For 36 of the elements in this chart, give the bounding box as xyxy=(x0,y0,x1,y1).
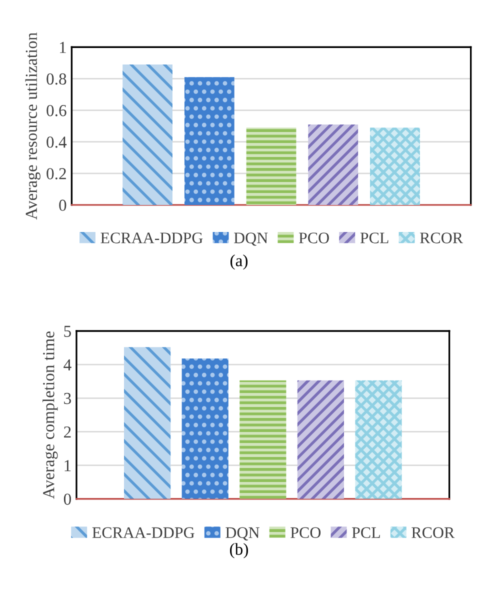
y-tick-label: 4 xyxy=(64,359,72,370)
y-tick-label: 3 xyxy=(64,392,71,404)
y-tick-label: 0.2 xyxy=(46,168,66,180)
y-tick-label: 2 xyxy=(64,426,71,438)
y-tick-label: 0 xyxy=(64,494,71,505)
y-axis-title: Average resource utilization xyxy=(25,32,40,220)
legend-label: PCL xyxy=(352,527,380,538)
legend-label: ECRAA-DDPG xyxy=(100,232,203,244)
bar xyxy=(246,128,296,205)
y-tick-label: 5 xyxy=(64,326,71,337)
bar xyxy=(124,347,171,499)
bar xyxy=(308,124,358,205)
legend-label: DQN xyxy=(226,527,260,540)
legend-label: DQN xyxy=(234,232,268,246)
y-tick-label: 1 xyxy=(60,42,66,53)
bar xyxy=(370,128,420,205)
y-tick-label: 0 xyxy=(59,200,66,211)
bar xyxy=(240,380,286,499)
text: (b) xyxy=(230,543,248,558)
bar xyxy=(184,77,234,205)
y-tick-label: 0.8 xyxy=(46,73,66,85)
y-tick-label: 0.4 xyxy=(46,136,67,148)
y-axis-title: Average completion time xyxy=(42,331,58,499)
legend-label: RCOR xyxy=(412,527,455,538)
text: (a) xyxy=(230,254,248,270)
legend-label: PCO xyxy=(298,232,329,244)
y-tick-label: 1 xyxy=(64,460,71,472)
legend-label: ECRAA-DDPG xyxy=(92,527,194,538)
bar xyxy=(122,64,172,205)
legend-label: PCL xyxy=(360,232,388,244)
bar xyxy=(355,380,402,499)
bar xyxy=(297,380,344,499)
y-tick-label: 0.6 xyxy=(46,104,66,116)
bar xyxy=(182,358,228,499)
legend-label: RCOR xyxy=(420,232,464,244)
legend-label: PCO xyxy=(290,527,321,538)
